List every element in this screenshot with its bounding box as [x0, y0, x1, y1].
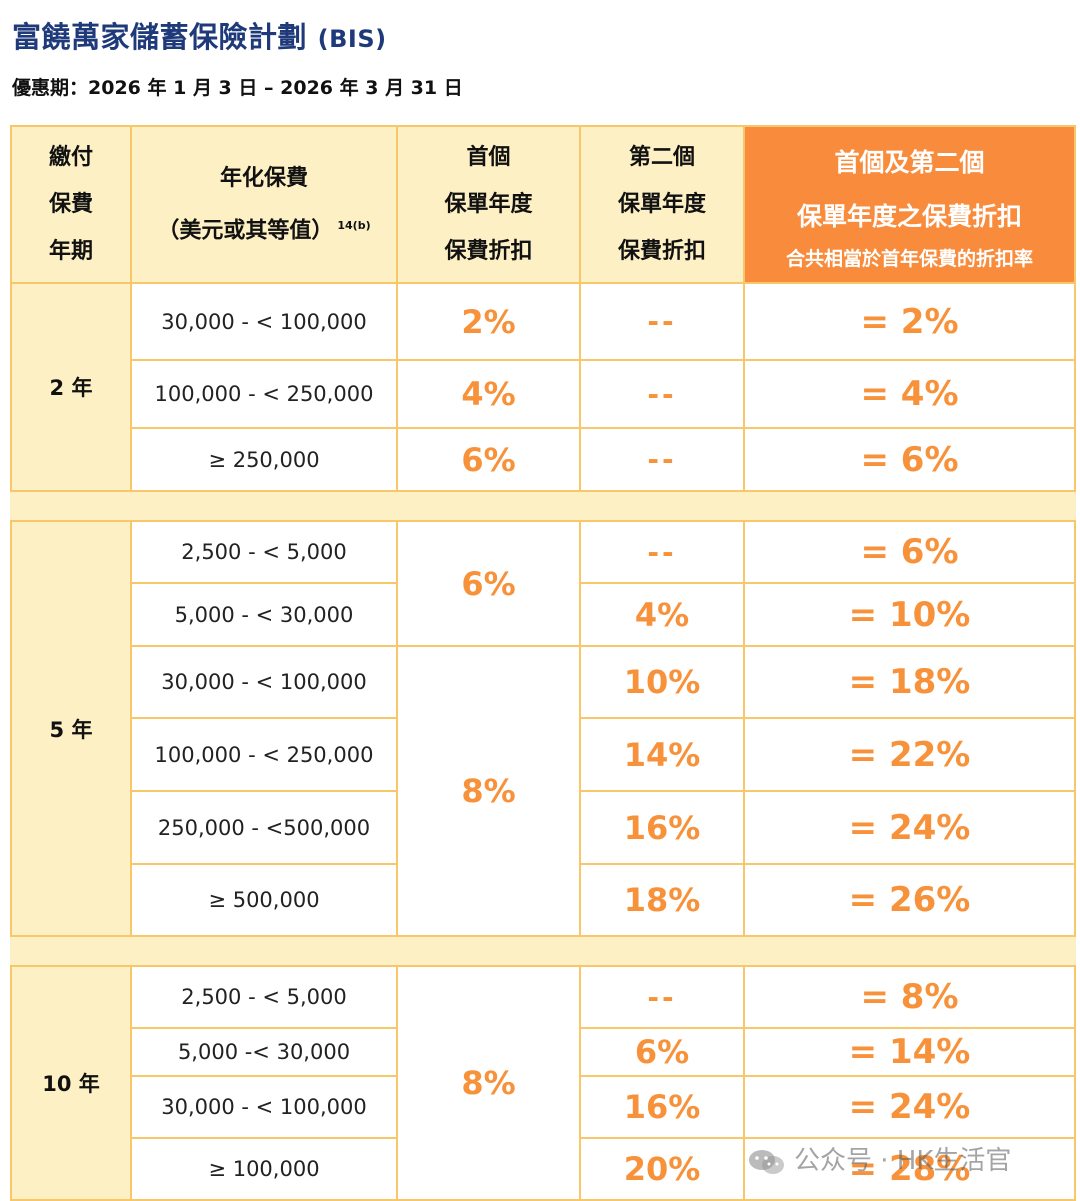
- term-cell: 2 年: [10, 282, 132, 492]
- first-year-discount: 8%: [396, 645, 581, 937]
- premium-range: 100,000 - < 250,000: [130, 359, 398, 429]
- table-row: 100,000 - < 250,000 4% -- = 4%: [11, 359, 1076, 429]
- table-row: ≥ 500,000 18% = 26%: [11, 863, 1076, 937]
- wechat-icon: [748, 1148, 786, 1176]
- group-divider: [10, 490, 1076, 522]
- combined-discount: = 6%: [743, 427, 1076, 492]
- table-row: 100,000 - < 250,000 14% = 22%: [11, 717, 1076, 792]
- term-cell: 10 年: [10, 965, 132, 1201]
- combined-discount: = 26%: [743, 863, 1076, 937]
- second-year-discount: 18%: [579, 863, 745, 937]
- first-year-discount: 2%: [396, 282, 581, 361]
- header-combined: 首個及第二個 保單年度之保費折扣 合共相當於首年保費的折扣率: [743, 125, 1076, 284]
- table-row: 10 年 2,500 - < 5,000 8% -- = 8%: [10, 965, 1076, 1201]
- combined-discount: = 4%: [743, 359, 1076, 429]
- header-second-year: 第二個 保單年度 保費折扣: [579, 125, 745, 284]
- watermark: 公众号 · HK生活官: [748, 1140, 1011, 1177]
- premium-range: 2,500 - < 5,000: [130, 520, 398, 584]
- premium-range: ≥ 100,000: [130, 1137, 398, 1201]
- table-row: 5,000 - < 30,000 4% = 10%: [11, 582, 1076, 647]
- page-title: 富饒萬家儲蓄保險計劃 (BIS): [12, 20, 387, 54]
- premium-range: ≥ 250,000: [130, 427, 398, 492]
- second-year-discount: 14%: [579, 717, 745, 792]
- first-year-discount: 6%: [396, 520, 581, 647]
- table-row: 5,000 -< 30,000 6% = 14%: [11, 1027, 1076, 1077]
- table-row: 30,000 - < 100,000 8% 10% = 18%: [11, 645, 1076, 937]
- second-year-discount: --: [579, 282, 745, 361]
- table-row: ≥ 100,000 20% = 28%: [11, 1137, 1076, 1201]
- second-year-discount: --: [579, 520, 745, 584]
- premium-range: 100,000 - < 250,000: [130, 717, 398, 792]
- premium-range: 2,500 - < 5,000: [130, 965, 398, 1029]
- table-row: 30,000 - < 100,000 16% = 24%: [11, 1075, 1076, 1139]
- premium-range: 5,000 -< 30,000: [130, 1027, 398, 1077]
- second-year-discount: 4%: [579, 582, 745, 647]
- offer-period: 優惠期：2026 年 1 月 3 日 – 2026 年 3 月 31 日: [12, 77, 463, 99]
- header-term: 繳付 保費 年期: [10, 125, 132, 284]
- header-premium: 年化保費 （美元或其等值） 14(b): [130, 125, 398, 284]
- combined-discount: = 28%: [743, 1137, 1076, 1201]
- premium-range: 250,000 - <500,000: [130, 790, 398, 865]
- discount-table: 繳付 保費 年期 年化保費 （美元或其等值） 14(b) 首個 保單年度 保費折扣…: [10, 125, 1076, 1201]
- first-year-discount: 4%: [396, 359, 581, 429]
- combined-discount: = 24%: [743, 790, 1076, 865]
- combined-discount: = 8%: [743, 965, 1076, 1029]
- first-year-discount: 8%: [396, 965, 581, 1201]
- premium-footnote: 14(b): [337, 218, 371, 232]
- combined-discount: = 18%: [743, 645, 1076, 719]
- second-year-discount: 20%: [579, 1137, 745, 1201]
- second-year-discount: 6%: [579, 1027, 745, 1077]
- second-year-discount: 10%: [579, 645, 745, 719]
- first-year-discount: 6%: [396, 427, 581, 492]
- table-row: 2 年 30,000 - < 100,000 2% -- = 2%: [10, 282, 1076, 492]
- combined-discount: = 22%: [743, 717, 1076, 792]
- header-first-year: 首個 保單年度 保費折扣: [396, 125, 581, 284]
- combined-discount: = 24%: [743, 1075, 1076, 1139]
- premium-range: 30,000 - < 100,000: [130, 282, 398, 361]
- combined-discount: = 14%: [743, 1027, 1076, 1077]
- table-row: 5 年 2,500 - < 5,000 6% -- = 6%: [10, 520, 1076, 937]
- group-divider: [10, 935, 1076, 967]
- premium-range: ≥ 500,000: [130, 863, 398, 937]
- premium-range: 5,000 - < 30,000: [130, 582, 398, 647]
- second-year-discount: 16%: [579, 790, 745, 865]
- table-row: 250,000 - <500,000 16% = 24%: [11, 790, 1076, 865]
- second-year-discount: --: [579, 427, 745, 492]
- second-year-discount: 16%: [579, 1075, 745, 1139]
- term-cell: 5 年: [10, 520, 132, 937]
- premium-range: 30,000 - < 100,000: [130, 1075, 398, 1139]
- combined-discount: = 6%: [743, 520, 1076, 584]
- table-row: ≥ 250,000 6% -- = 6%: [11, 427, 1076, 492]
- second-year-discount: --: [579, 965, 745, 1029]
- second-year-discount: --: [579, 359, 745, 429]
- combined-discount: = 10%: [743, 582, 1076, 647]
- combined-discount: = 2%: [743, 282, 1076, 361]
- premium-range: 30,000 - < 100,000: [130, 645, 398, 719]
